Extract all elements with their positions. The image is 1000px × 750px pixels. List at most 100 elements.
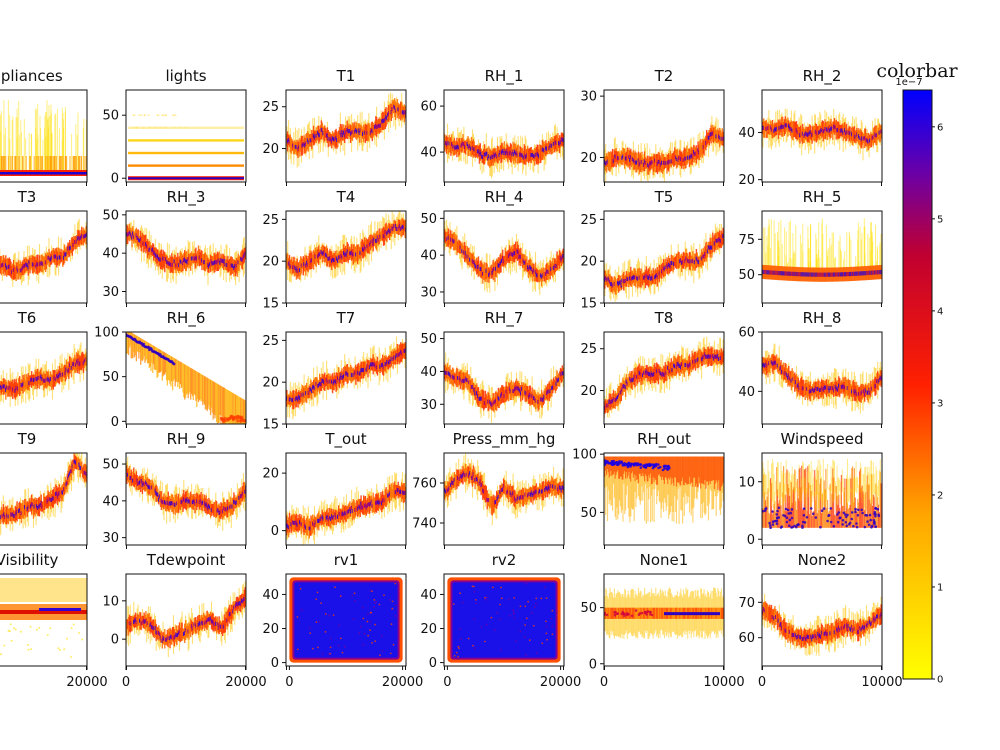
panel-points	[762, 108, 882, 161]
panel-points	[604, 223, 724, 302]
data-band	[128, 177, 244, 180]
data-point	[140, 114, 143, 117]
data-point	[239, 419, 243, 423]
y-tick-label: 40	[420, 146, 437, 161]
data-band	[128, 151, 244, 155]
data-point	[173, 126, 175, 129]
panel-rh-3: RH_3 50 40 30	[102, 188, 247, 307]
panel-title: T4	[336, 188, 356, 206]
data-point	[132, 126, 135, 129]
data-point	[164, 126, 167, 129]
data-point	[238, 415, 242, 419]
panel-t6: T6	[0, 309, 88, 428]
panel-frame	[125, 89, 247, 183]
y-tick-label: 30	[580, 90, 597, 105]
y-tick-label: 50	[738, 268, 755, 283]
panel-points	[126, 214, 246, 286]
y-tick-label: 50	[102, 370, 119, 385]
panel-t3: T3	[0, 188, 88, 307]
y-tick-label: 50	[420, 212, 437, 227]
y-tick-label: 20	[580, 151, 597, 166]
panel-points	[286, 92, 406, 168]
y-tick-label: 25	[262, 334, 279, 349]
y-tick-label: 50	[102, 208, 119, 223]
panel-rh-1: RH_1 60 40	[420, 67, 565, 186]
y-tick-label: 20	[262, 142, 279, 157]
y-tick-label: 15	[580, 297, 597, 312]
data-point	[233, 416, 238, 420]
data-point	[184, 126, 187, 129]
data-point	[157, 126, 160, 129]
panel-frame	[125, 331, 247, 425]
data-band	[0, 172, 87, 175]
data-point	[229, 415, 233, 419]
panel-rh-2: RH_2 40 20	[738, 67, 883, 188]
panel-title: RH_6	[167, 309, 206, 328]
y-tick-label: 60	[420, 100, 437, 115]
panel-title: RH_5	[803, 188, 842, 207]
panel-title: RH_1	[485, 67, 524, 86]
data-point	[174, 114, 177, 117]
panel-points	[0, 342, 87, 407]
y-tick-label: 40	[102, 247, 119, 262]
panel-t2: T2 30 20	[580, 67, 725, 186]
panel-frame	[443, 89, 565, 183]
panel-points	[0, 218, 87, 287]
data-band	[128, 164, 244, 167]
panel-t7: T7 25 20 15	[262, 309, 407, 433]
panel-points	[444, 219, 564, 295]
y-tick-label: 40	[420, 249, 437, 264]
y-tick-label: 40	[738, 126, 755, 141]
panel-ppliances: ppliances	[0, 67, 88, 186]
data-point	[142, 342, 146, 346]
panel-t1: T1 25 20	[262, 67, 407, 186]
data-point	[157, 114, 160, 117]
data-point	[179, 126, 182, 129]
panel-frame	[443, 210, 565, 304]
panel-frame	[761, 89, 883, 183]
panel-title: T6	[17, 309, 37, 327]
y-tick-label: 25	[262, 213, 279, 228]
panel-points	[762, 218, 882, 282]
y-tick-label: 75	[738, 233, 755, 248]
panel-points	[286, 211, 406, 283]
y-tick-label: 50	[102, 109, 119, 124]
data-point	[136, 126, 139, 129]
y-tick-label: 20	[738, 173, 755, 188]
panel-title: T2	[654, 67, 674, 85]
y-tick-label: 30	[102, 285, 119, 300]
y-tick-label: 15	[262, 418, 279, 433]
panel-frame	[0, 331, 88, 425]
data-point	[165, 114, 168, 117]
panel-title: T7	[336, 309, 356, 327]
panel-rh-6: RH_6 100 50 0	[94, 309, 247, 430]
y-tick-label: 25	[580, 213, 597, 228]
panel-title: RH_2	[803, 67, 842, 86]
y-tick-label: 20	[262, 376, 279, 391]
panel-points	[286, 332, 406, 420]
y-tick-label: 0	[111, 415, 119, 430]
panel-frame	[125, 210, 247, 304]
data-point	[143, 114, 146, 117]
y-tick-label: 100	[94, 326, 119, 341]
data-point	[222, 419, 226, 423]
y-tick-label: 20	[580, 255, 597, 270]
panel-points	[604, 116, 724, 182]
panel-title: RH_3	[167, 188, 206, 207]
panel-title: T1	[336, 67, 356, 85]
panel-rh-4: RH_4 50 40 30	[420, 188, 565, 307]
data-point	[162, 114, 165, 117]
data-point	[138, 114, 141, 117]
data-point	[147, 114, 150, 117]
panel-points	[128, 114, 244, 181]
data-point	[134, 126, 137, 129]
panel-t4: T4 25 20 15	[262, 188, 407, 312]
panel-frame	[0, 89, 88, 183]
panel-frame	[285, 89, 407, 183]
data-point	[153, 126, 156, 129]
panel-title: T5	[654, 188, 674, 206]
panel-frame	[761, 210, 883, 304]
panel-title: lights	[165, 67, 206, 85]
panel-title: RH_4	[485, 188, 524, 207]
data-point	[242, 419, 246, 423]
